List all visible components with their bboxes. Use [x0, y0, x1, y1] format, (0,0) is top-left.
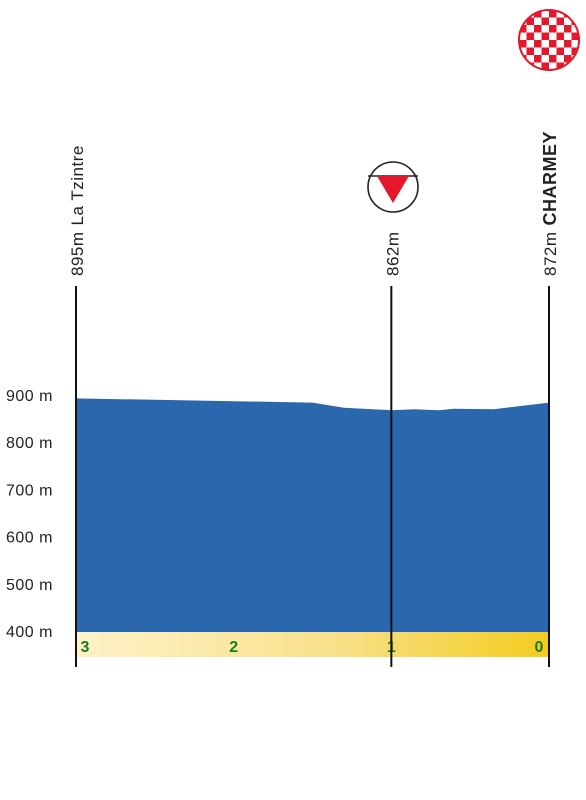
finish-flag-icon: [518, 9, 580, 71]
y-tick-label: 400 m: [6, 624, 53, 641]
y-tick-label: 500 m: [6, 577, 53, 594]
sprint-triangle-icon: [367, 161, 419, 213]
y-tick-label: 600 m: [6, 530, 53, 547]
marker-name: La Tzintre: [68, 145, 87, 225]
marker-elevation: 872m: [541, 231, 560, 276]
marker-label: 895m La Tzintre: [68, 145, 87, 276]
km-tick-label: 3: [81, 639, 90, 656]
y-tick-label: 800 m: [6, 435, 53, 452]
y-tick-label: 900 m: [6, 388, 53, 405]
marker-elevation: 895m: [68, 231, 87, 276]
marker-label: 872m CHARMEY: [540, 131, 560, 276]
marker-elevation: 862m: [383, 231, 402, 276]
km-tick-label: 0: [535, 639, 544, 656]
marker-label: 862m: [383, 231, 402, 276]
km-band: [76, 632, 549, 657]
km-tick-label: 2: [229, 639, 238, 656]
elevation-area: [76, 398, 549, 632]
y-tick-label: 700 m: [6, 482, 53, 499]
marker-name: CHARMEY: [540, 131, 560, 226]
